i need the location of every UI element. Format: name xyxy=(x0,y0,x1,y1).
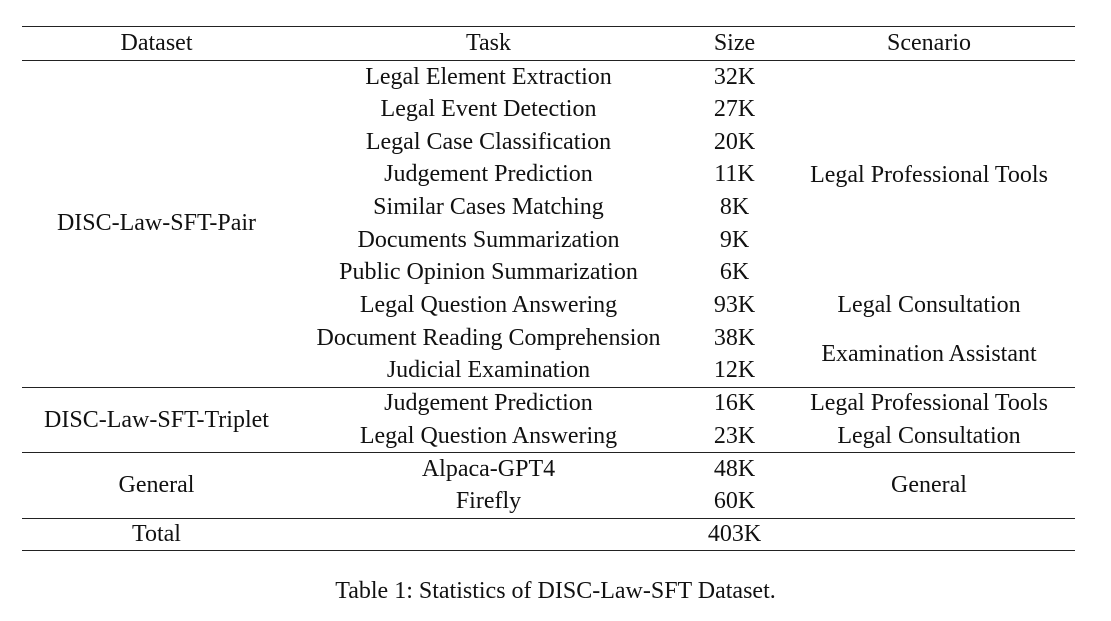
table-row: Similar Cases Matching 8K xyxy=(22,191,1075,224)
task-cell: Judgement Prediction xyxy=(291,386,686,421)
header-row: Dataset Task Size Scenario xyxy=(22,26,1075,61)
task-cell: Documents Summarization xyxy=(357,226,620,253)
table-row: Documents Summarization 9K xyxy=(22,224,1075,257)
table-row: DISC-Law-SFT-Triplet Judgement Predictio… xyxy=(22,386,1075,453)
table-row: Public Opinion Summarization 6K xyxy=(22,257,1075,290)
task-cell: Similar Cases Matching xyxy=(373,194,604,221)
table-row: Document Reading Comprehension 38K Exami… xyxy=(22,322,1075,367)
task-cell: Firefly xyxy=(455,488,522,515)
header-dataset: Dataset xyxy=(120,30,193,56)
scenario-cell: Legal Consultation xyxy=(837,422,1021,449)
task-cell: Judgement Prediction xyxy=(384,161,593,188)
dataset-cell-general: General xyxy=(22,452,291,519)
size-cell: 20K xyxy=(713,128,756,155)
task-cell: Legal Question Answering xyxy=(359,422,618,449)
size-cell: 8K xyxy=(719,194,750,221)
table-row: General Alpaca-GPT4 48K General xyxy=(22,452,1075,519)
size-cell: 11K xyxy=(714,161,755,188)
size-cell: 60K xyxy=(713,488,756,515)
table-row: Legal Question Answering 23K Legal Consu… xyxy=(22,420,1075,453)
scenario-cell: Examination Assistant xyxy=(821,340,1037,367)
header-scenario: Scenario xyxy=(887,30,971,56)
size-cell: 12K xyxy=(713,357,756,384)
total-row: Total 403K xyxy=(22,517,1075,552)
scenario-cell: Legal Professional Tools xyxy=(783,386,1075,421)
dataset-cell-triplet: DISC-Law-SFT-Triplet xyxy=(22,386,291,453)
total-task-empty xyxy=(291,517,686,552)
size-cell: 93K xyxy=(713,292,756,319)
header-size: Size xyxy=(713,30,756,56)
size-cell: 48K xyxy=(686,452,783,486)
task-cell: Legal Event Detection xyxy=(380,96,597,123)
size-cell: 38K xyxy=(713,324,756,351)
table-row: Legal Question Answering 93K Legal Consu… xyxy=(22,289,1075,322)
task-cell: Judicial Examination xyxy=(386,357,591,384)
total-label: Total xyxy=(22,517,291,552)
task-cell: Document Reading Comprehension xyxy=(316,324,661,351)
size-cell: 6K xyxy=(719,259,750,286)
header-task: Task xyxy=(466,30,511,56)
scenario-cell: Legal Consultation xyxy=(837,292,1021,319)
dataset-cell-pair: DISC-Law-SFT-Pair xyxy=(56,210,257,237)
total-scenario-empty xyxy=(783,517,1075,552)
task-cell: Public Opinion Summarization xyxy=(339,259,638,286)
table-row: Judicial Examination 12K xyxy=(22,355,1075,388)
scenario-cell: Legal Professional Tools xyxy=(810,161,1048,188)
table-row: Legal Event Detection 27K xyxy=(22,93,1075,126)
table-row: Legal Case Classification 20K xyxy=(22,126,1075,159)
table-row: Judgement Prediction 11K xyxy=(22,159,1075,192)
size-cell: 16K xyxy=(686,386,783,421)
task-cell: Legal Case Classification xyxy=(365,128,612,155)
table-row: Firefly 60K xyxy=(22,485,1075,518)
size-cell: 32K xyxy=(713,63,756,90)
task-cell: Legal Element Extraction xyxy=(365,63,612,90)
statistics-table-container: Dataset Task Size Scenario DISC-Law-SFT-… xyxy=(22,26,1075,552)
task-cell: Legal Question Answering xyxy=(359,292,618,319)
size-cell: 23K xyxy=(713,422,756,449)
size-cell: 27K xyxy=(713,96,756,123)
statistics-table: Dataset Task Size Scenario DISC-Law-SFT-… xyxy=(22,26,1075,552)
table-row: DISC-Law-SFT-Pair Legal Element Extracti… xyxy=(22,61,1075,237)
table-caption: Table 1: Statistics of DISC-Law-SFT Data… xyxy=(335,578,776,604)
scenario-cell: General xyxy=(783,452,1075,519)
total-size: 403K xyxy=(686,517,783,552)
task-cell: Alpaca-GPT4 xyxy=(291,452,686,486)
size-cell: 9K xyxy=(719,226,750,253)
